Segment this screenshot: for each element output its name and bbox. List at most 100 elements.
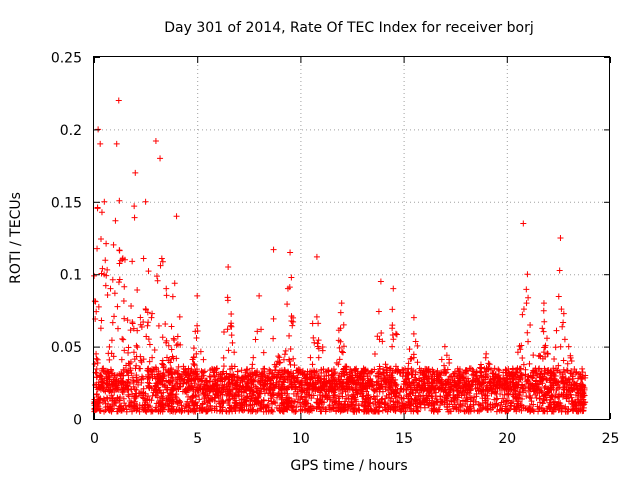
data-point — [568, 394, 575, 401]
data-point — [535, 366, 542, 373]
data-point — [302, 378, 309, 385]
data-point — [376, 336, 383, 343]
data-point — [360, 385, 367, 392]
data-point — [93, 391, 100, 398]
data-point — [397, 385, 404, 392]
data-point — [339, 380, 346, 387]
data-point — [229, 393, 236, 400]
data-point — [554, 393, 561, 400]
data-point — [405, 375, 412, 382]
data-point — [540, 307, 547, 314]
data-point — [136, 365, 143, 372]
data-point — [91, 361, 98, 368]
data-point — [177, 399, 184, 406]
data-point — [278, 371, 285, 378]
data-point — [376, 363, 383, 370]
data-point — [541, 318, 548, 325]
data-point — [106, 376, 113, 383]
data-point — [408, 380, 415, 387]
data-point — [494, 385, 501, 392]
data-point — [430, 408, 437, 415]
data-point — [125, 372, 132, 379]
data-point — [188, 398, 195, 405]
data-point — [389, 369, 396, 376]
data-point — [569, 386, 576, 393]
data-point — [543, 396, 550, 403]
data-point — [330, 372, 337, 379]
peak-data-point — [132, 169, 139, 176]
data-point — [273, 361, 280, 368]
data-point — [258, 377, 265, 384]
data-point — [226, 404, 233, 411]
data-point — [560, 319, 567, 326]
data-point — [290, 390, 297, 397]
data-point — [194, 327, 201, 334]
data-point — [148, 314, 155, 321]
data-point — [102, 407, 109, 414]
data-point — [120, 385, 127, 392]
data-point — [525, 373, 532, 380]
data-point — [115, 386, 122, 393]
data-point — [249, 378, 256, 385]
data-point — [125, 349, 132, 356]
data-point — [301, 398, 308, 405]
data-point — [534, 372, 541, 379]
data-point — [503, 372, 510, 379]
data-point — [113, 399, 120, 406]
data-point — [336, 356, 343, 363]
data-point — [326, 386, 333, 393]
data-point — [501, 386, 508, 393]
data-point — [207, 374, 214, 381]
data-point — [544, 369, 551, 376]
data-point — [118, 407, 125, 414]
data-point — [412, 392, 419, 399]
data-point — [371, 388, 378, 395]
data-point — [190, 345, 197, 352]
data-point — [252, 336, 259, 343]
data-point — [338, 390, 345, 397]
data-point — [183, 372, 190, 379]
data-point — [207, 367, 214, 374]
data-point — [563, 393, 570, 400]
data-point — [159, 258, 166, 265]
data-point — [390, 390, 397, 397]
data-point — [445, 376, 452, 383]
data-point — [410, 367, 417, 374]
data-point — [459, 389, 466, 396]
data-point — [524, 406, 531, 413]
data-point — [478, 369, 485, 376]
data-point — [323, 406, 330, 413]
data-point — [550, 408, 557, 415]
data-point — [106, 356, 113, 363]
data-point — [127, 365, 134, 372]
data-point — [219, 368, 226, 375]
data-point — [144, 322, 151, 329]
data-point — [280, 356, 287, 363]
data-point — [94, 359, 101, 366]
data-point — [313, 399, 320, 406]
data-point — [180, 363, 187, 370]
data-point — [159, 405, 166, 412]
data-point — [225, 374, 232, 381]
data-point — [406, 405, 413, 412]
data-point — [91, 272, 98, 279]
data-point — [105, 350, 112, 357]
data-point — [266, 385, 273, 392]
data-point — [549, 380, 556, 387]
data-point — [133, 342, 140, 349]
data-point — [320, 404, 327, 411]
data-point — [352, 366, 359, 373]
data-point — [439, 377, 446, 384]
data-point — [345, 392, 352, 399]
data-point — [401, 402, 408, 409]
data-point — [246, 401, 253, 408]
data-point — [457, 402, 464, 409]
data-point — [442, 378, 449, 385]
data-point — [486, 361, 493, 368]
data-point — [119, 256, 126, 263]
peak-data-point — [194, 292, 201, 299]
data-point — [334, 384, 341, 391]
data-point — [216, 371, 223, 378]
data-point — [153, 273, 160, 280]
data-point — [433, 373, 440, 380]
